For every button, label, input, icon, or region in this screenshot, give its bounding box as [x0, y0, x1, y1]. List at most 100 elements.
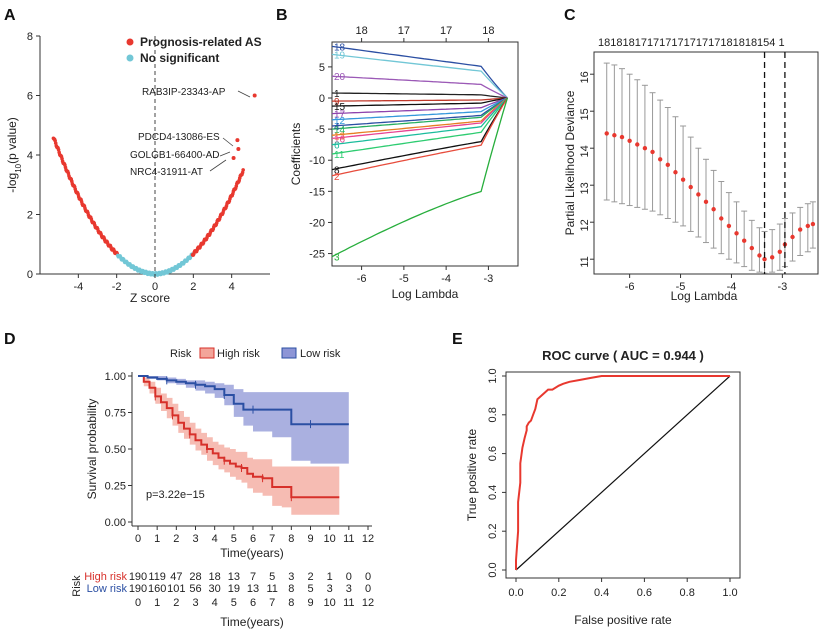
- coef-line-3: [331, 97, 509, 258]
- panel-b-side-label: 4: [334, 122, 340, 133]
- risk-count: 3: [327, 583, 333, 595]
- panel-b-ytick-label: -5: [315, 124, 325, 136]
- cv-point: [612, 133, 617, 138]
- risk-count: 11: [266, 583, 277, 595]
- panel-b-ytick-label: 0: [319, 93, 325, 105]
- cv-point: [657, 157, 663, 162]
- panel-b-side-label: 14: [334, 125, 346, 136]
- cv-point: [749, 245, 755, 251]
- volcano-label-point-3: [231, 155, 236, 160]
- panel-b-side-label: 18: [334, 42, 346, 53]
- panel-b-side-label: 13: [334, 131, 346, 142]
- panel-b-xlabel: Log Lambda: [392, 287, 459, 301]
- panel-e-y-ticks: 0.0 0.2 0.4 0.6 0.8 1.0: [487, 368, 506, 578]
- panel-b-top-ticks: 18 17 17 18: [355, 25, 495, 42]
- panel-e-ytick-label: 0.8: [487, 407, 499, 422]
- panel-e-ytick-label: 0.2: [487, 524, 499, 539]
- panel-d-risk-xlabel: Time(years): [220, 615, 284, 629]
- panel-a-legend-red-dot: [126, 38, 134, 46]
- panel-a-xtick-label: 0: [152, 281, 158, 293]
- risk-count: 18: [209, 571, 221, 583]
- panel-c-xtick-label: -3: [777, 281, 787, 293]
- panel-c-top-label: 18181817171717171717181818154 1: [598, 37, 785, 49]
- panel-a-legend-prognosis: Prognosis-related AS: [140, 35, 262, 49]
- panel-d-confidence-bands: [138, 376, 349, 515]
- panel-c-ytick-label: 16: [579, 71, 591, 83]
- panel-b-side-label: 15: [334, 102, 346, 113]
- cv-point: [619, 134, 625, 140]
- panel-d-y-ticks: 0.00 0.25 0.50 0.75 1.00: [105, 371, 132, 529]
- coef-line-6: [331, 97, 508, 146]
- panel-a-label-pdcd4: PDCD4-13086-ES: [138, 132, 220, 143]
- panel-a-xtick-label: -4: [73, 281, 83, 293]
- panel-e-diagonal: [515, 375, 731, 571]
- panel-d-xtick-label: 7: [269, 533, 275, 545]
- panel-b-xtick-label: -5: [399, 273, 409, 285]
- panel-b-side-label: 2: [334, 172, 340, 183]
- panel-a-gene-labels: RAB3IP-23343-AP PDCD4-13086-ES GOLGB1-66…: [130, 87, 251, 178]
- panel-a-ytick-label: 6: [27, 91, 33, 103]
- panel-d-risk-high-label: High risk: [84, 571, 127, 583]
- km-band-low: [138, 376, 349, 464]
- risk-count: 2: [307, 571, 313, 583]
- panel-b-ytick-label: -20: [309, 217, 325, 229]
- panel-e-xtick-label: 0.4: [594, 587, 609, 599]
- risk-count: 0: [346, 571, 352, 583]
- panel-d-risk-xtick-label: 7: [269, 597, 275, 609]
- panel-b-toptick-label: 18: [355, 25, 367, 37]
- panel-b-xtick-label: -3: [484, 273, 494, 285]
- panel-d-risk-xtick-label: 8: [288, 597, 294, 609]
- panel-e-x-ticks: 0.0 0.2 0.4 0.6 0.8 1.0: [508, 578, 738, 599]
- panel-e-ytick-label: 0.6: [487, 446, 499, 461]
- panel-d-risk-table: Risk High risk Low risk 190 119 47 28 18 13 7 5…: [71, 571, 374, 629]
- risk-count: 30: [209, 583, 221, 595]
- panel-d-ytick-label: 0.25: [105, 481, 126, 493]
- panel-a-ytick-label: 4: [27, 150, 33, 162]
- panel-e-frame: [505, 371, 741, 579]
- panel-d-legend-low-swatch: [281, 347, 297, 359]
- panel-d-risk-xtick-label: 11: [343, 597, 354, 609]
- panel-b-side-label: 11: [334, 150, 345, 161]
- panel-b-side-label: 12: [334, 116, 346, 127]
- risk-count: 7: [250, 571, 256, 583]
- panel-d-legend-low: Low risk: [300, 348, 341, 360]
- cv-point: [627, 138, 632, 143]
- panel-a-ytick-label: 2: [27, 210, 33, 222]
- risk-count: 8: [288, 583, 294, 595]
- panel-a-xtick-label: -2: [112, 281, 122, 293]
- panel-e-ylabel: True positive rate: [465, 429, 479, 522]
- km-band-high: [138, 376, 340, 515]
- coef-line-14: [331, 97, 508, 130]
- risk-count: 119: [148, 571, 166, 583]
- panel-a-letter: A: [4, 7, 16, 24]
- panel-c-ytick-label: 12: [579, 219, 591, 231]
- panel-d-risk-xtick-label: 10: [324, 597, 336, 609]
- panel-d-xtick-label: 2: [173, 533, 179, 545]
- panel-c-frame: [593, 51, 819, 275]
- panel-d-x-ticks: 0 1 2 3 4 5 6 7 8 9 10 11 12: [135, 526, 374, 545]
- risk-count: 47: [170, 571, 182, 583]
- panel-d-ytick-label: 1.00: [105, 371, 126, 383]
- risk-count: 28: [189, 571, 201, 583]
- panel-e-roc-curve: [515, 375, 730, 570]
- panel-c-lambda-lines: [763, 52, 786, 274]
- panel-a-volcano: -4 -2 0 2 4 0 2 4 6 8 Z score -log10(p value) Pr…: [5, 31, 270, 305]
- volcano-label-point-2: [236, 147, 241, 152]
- panel-a-xtick-label: 4: [229, 281, 235, 293]
- cv-point: [711, 207, 716, 212]
- cv-point: [797, 227, 803, 232]
- km-line-high: [138, 375, 340, 499]
- cv-point: [642, 146, 648, 151]
- cv-point: [777, 249, 783, 254]
- panel-b-side-label: 20: [334, 72, 346, 83]
- coef-line-8: [331, 97, 508, 171]
- panel-b-ylabel: Coefficients: [289, 123, 303, 185]
- coef-line-1: [331, 92, 508, 99]
- coef-line-19: [331, 53, 508, 99]
- panel-a-label-nrc4: NRC4-31911-AT: [130, 167, 203, 178]
- coef-line-17: [331, 97, 508, 115]
- panel-a-label-golgb1: GOLGB1-66400-AD: [130, 150, 220, 161]
- panel-d-pvalue: p=3.22e−15: [146, 489, 205, 501]
